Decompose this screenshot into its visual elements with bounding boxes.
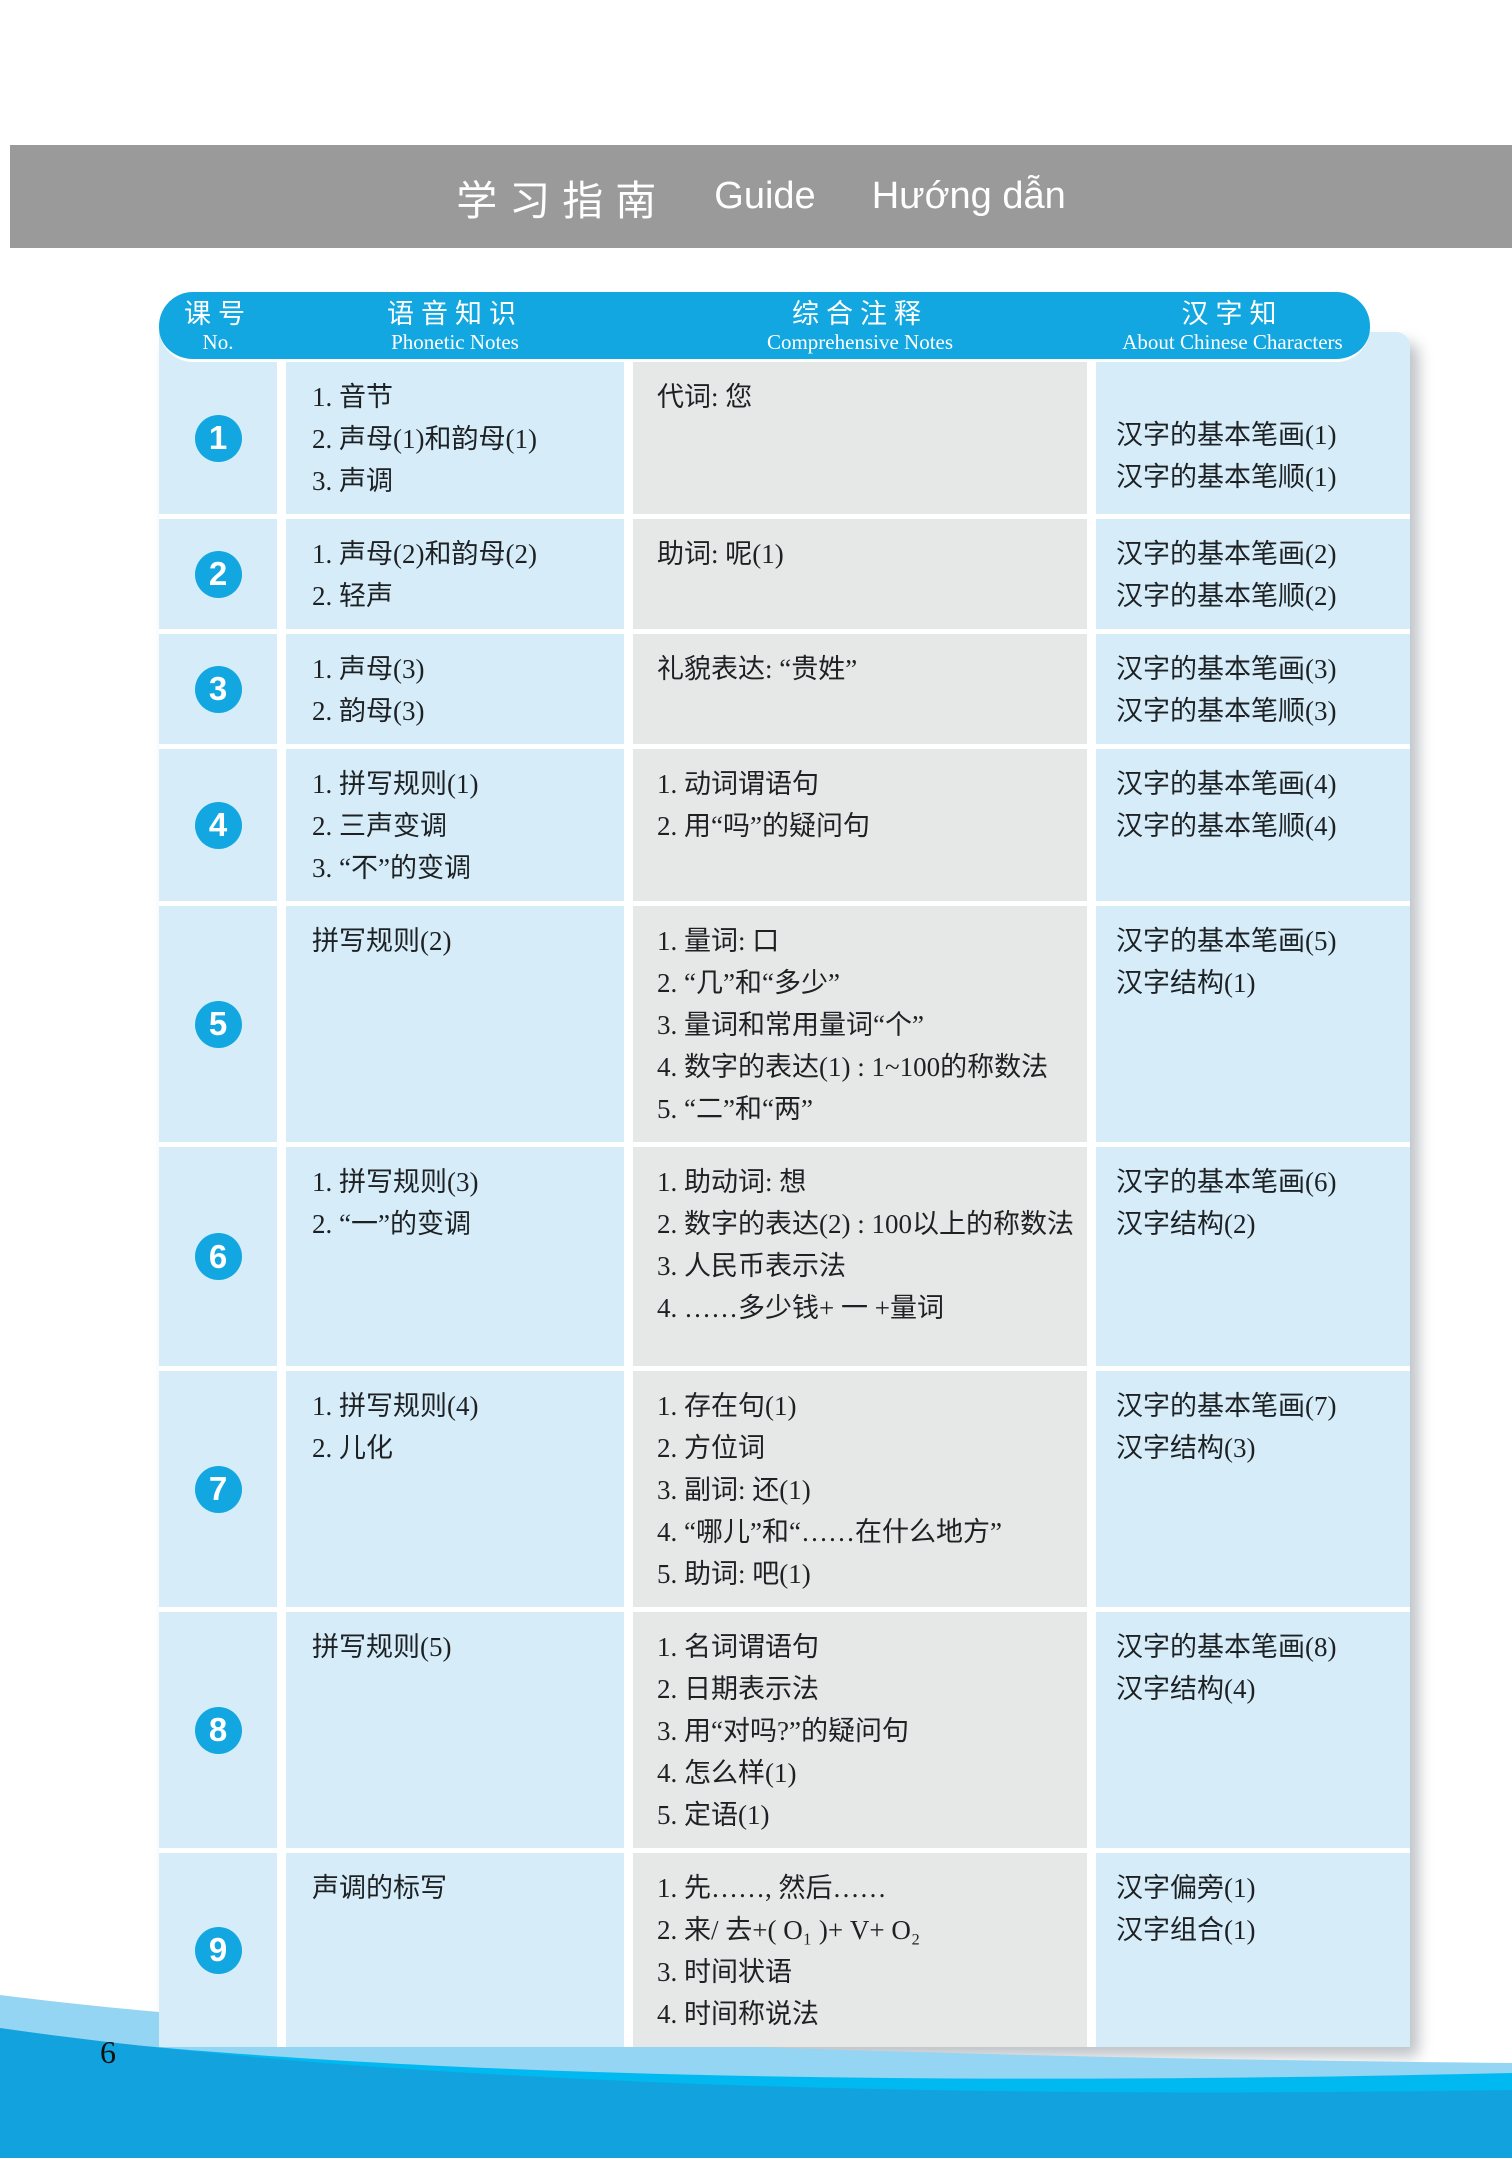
comprehensive-notes-cell: 1. 先……, 然后…… 2. 来/ 去+( O₁ )+ V+ O₂ 3. 时间…	[633, 1853, 1087, 2047]
table-row: 5 拼写规则(2) 1. 量词: 口 2. “几”和“多少” 3. 量词和常用量…	[159, 906, 1410, 1142]
lesson-number-badge: 8	[194, 1706, 242, 1754]
comprehensive-notes-cell: 1. 量词: 口 2. “几”和“多少” 3. 量词和常用量词“个” 4. 数字…	[633, 906, 1087, 1142]
table-body: 1 1. 音节 2. 声母(1)和韵母(1) 3. 声调 代词: 您 汉字的基本…	[159, 362, 1410, 2047]
column-header-characters: 汉字知 About Chinese Characters	[1122, 298, 1343, 354]
phonetic-notes-cell: 1. 拼写规则(4) 2. 儿化	[286, 1371, 624, 1607]
chinese-characters-cell: 汉字的基本笔画(4) 汉字的基本笔顺(4)	[1096, 749, 1410, 901]
lesson-number-cell: 2	[159, 519, 277, 629]
table-row: 1 1. 音节 2. 声母(1)和韵母(1) 3. 声调 代词: 您 汉字的基本…	[159, 362, 1410, 514]
lesson-number-badge: 4	[194, 801, 242, 849]
table-row: 3 1. 声母(3) 2. 韵母(3) 礼貌表达: “贵姓” 汉字的基本笔画(3…	[159, 634, 1410, 744]
column-header-no: 课号 No.	[184, 298, 252, 354]
phonetic-notes-cell: 拼写规则(5)	[286, 1612, 624, 1848]
lesson-number-cell: 5	[159, 906, 277, 1142]
lesson-number-badge: 3	[194, 665, 242, 713]
phonetic-notes-cell: 1. 拼写规则(1) 2. 三声变调 3. “不”的变调	[286, 749, 624, 901]
lesson-number-badge: 1	[194, 414, 242, 462]
phonetic-notes-cell: 1. 音节 2. 声母(1)和韵母(1) 3. 声调	[286, 362, 624, 514]
table-row: 8 拼写规则(5) 1. 名词谓语句 2. 日期表示法 3. 用“对吗?”的疑问…	[159, 1612, 1410, 1848]
phonetic-notes-cell: 1. 声母(2)和韵母(2) 2. 轻声	[286, 519, 624, 629]
lesson-number-badge: 5	[194, 1000, 242, 1048]
lesson-number-cell: 6	[159, 1147, 277, 1366]
comprehensive-notes-cell: 助词: 呢(1)	[633, 519, 1087, 629]
chinese-characters-cell: 汉字的基本笔画(3) 汉字的基本笔顺(3)	[1096, 634, 1410, 744]
lesson-number-badge: 6	[194, 1233, 242, 1280]
lesson-number-badge: 9	[194, 1926, 242, 1974]
lesson-number-cell: 9	[159, 1853, 277, 2047]
lesson-number-cell: 8	[159, 1612, 277, 1848]
lesson-number-badge: 2	[194, 550, 242, 598]
phonetic-notes-cell: 声调的标写	[286, 1853, 624, 2047]
column-header-comprehensive: 综合注释 Comprehensive Notes	[766, 298, 954, 354]
lesson-number-cell: 7	[159, 1371, 277, 1607]
chinese-characters-cell: 汉字的基本笔画(1) 汉字的基本笔顺(1)	[1096, 362, 1410, 514]
table-row: 4 1. 拼写规则(1) 2. 三声变调 3. “不”的变调 1. 动词谓语句 …	[159, 749, 1410, 901]
page-title-en: Guide	[714, 175, 816, 217]
lesson-number-cell: 4	[159, 749, 277, 901]
comprehensive-notes-cell: 1. 名词谓语句 2. 日期表示法 3. 用“对吗?”的疑问句 4. 怎么样(1…	[633, 1612, 1087, 1848]
lesson-number-cell: 1	[159, 362, 277, 514]
chinese-characters-cell: 汉字的基本笔画(5) 汉字结构(1)	[1096, 906, 1410, 1142]
chinese-characters-cell: 汉字的基本笔画(6) 汉字结构(2)	[1096, 1147, 1410, 1366]
chinese-characters-cell: 汉字的基本笔画(2) 汉字的基本笔顺(2)	[1096, 519, 1410, 629]
chinese-characters-cell: 汉字偏旁(1) 汉字组合(1)	[1096, 1853, 1410, 2047]
table-row: 2 1. 声母(2)和韵母(2) 2. 轻声 助词: 呢(1) 汉字的基本笔画(…	[159, 519, 1410, 629]
comprehensive-notes-cell: 1. 助动词: 想 2. 数字的表达(2) : 100以上的称数法 3. 人民币…	[633, 1147, 1087, 1366]
comprehensive-notes-cell: 礼貌表达: “贵姓”	[633, 634, 1087, 744]
chinese-characters-cell: 汉字的基本笔画(7) 汉字结构(3)	[1096, 1371, 1410, 1607]
lesson-number-badge: 7	[194, 1465, 242, 1513]
lesson-number-cell: 3	[159, 634, 277, 744]
guide-table: 课号 No. 语音知识 Phonetic Notes 综合注释 Comprehe…	[159, 292, 1410, 2047]
footer-wave-main	[0, 2028, 1512, 2158]
page-number: 6	[100, 2034, 116, 2070]
table-row: 6 1. 拼写规则(3) 2. “一”的变调 1. 助动词: 想 2. 数字的表…	[159, 1147, 1410, 1366]
comprehensive-notes-cell: 代词: 您	[633, 362, 1087, 514]
comprehensive-notes-cell: 1. 存在句(1) 2. 方位词 3. 副词: 还(1) 4. “哪儿”和“………	[633, 1371, 1087, 1607]
page-title-zh: 学习指南	[456, 177, 669, 224]
chinese-characters-cell: 汉字的基本笔画(8) 汉字结构(4)	[1096, 1612, 1410, 1848]
phonetic-notes-cell: 拼写规则(2)	[286, 906, 624, 1142]
table-row: 7 1. 拼写规则(4) 2. 儿化 1. 存在句(1) 2. 方位词 3. 副…	[159, 1371, 1410, 1607]
table-row: 9 声调的标写 1. 先……, 然后…… 2. 来/ 去+( O₁ )+ V+ …	[159, 1853, 1410, 2047]
title-band: 学习指南 Guide Hướng dẫn	[10, 145, 1512, 248]
comprehensive-notes-cell: 1. 动词谓语句 2. 用“吗”的疑问句	[633, 749, 1087, 901]
table-header: 课号 No. 语音知识 Phonetic Notes 综合注释 Comprehe…	[159, 292, 1370, 362]
phonetic-notes-cell: 1. 拼写规则(3) 2. “一”的变调	[286, 1147, 624, 1366]
page-title-vi: Hướng dẫn	[871, 175, 1066, 217]
column-header-phonetic: 语音知识 Phonetic Notes	[387, 298, 523, 354]
phonetic-notes-cell: 1. 声母(3) 2. 韵母(3)	[286, 634, 624, 744]
